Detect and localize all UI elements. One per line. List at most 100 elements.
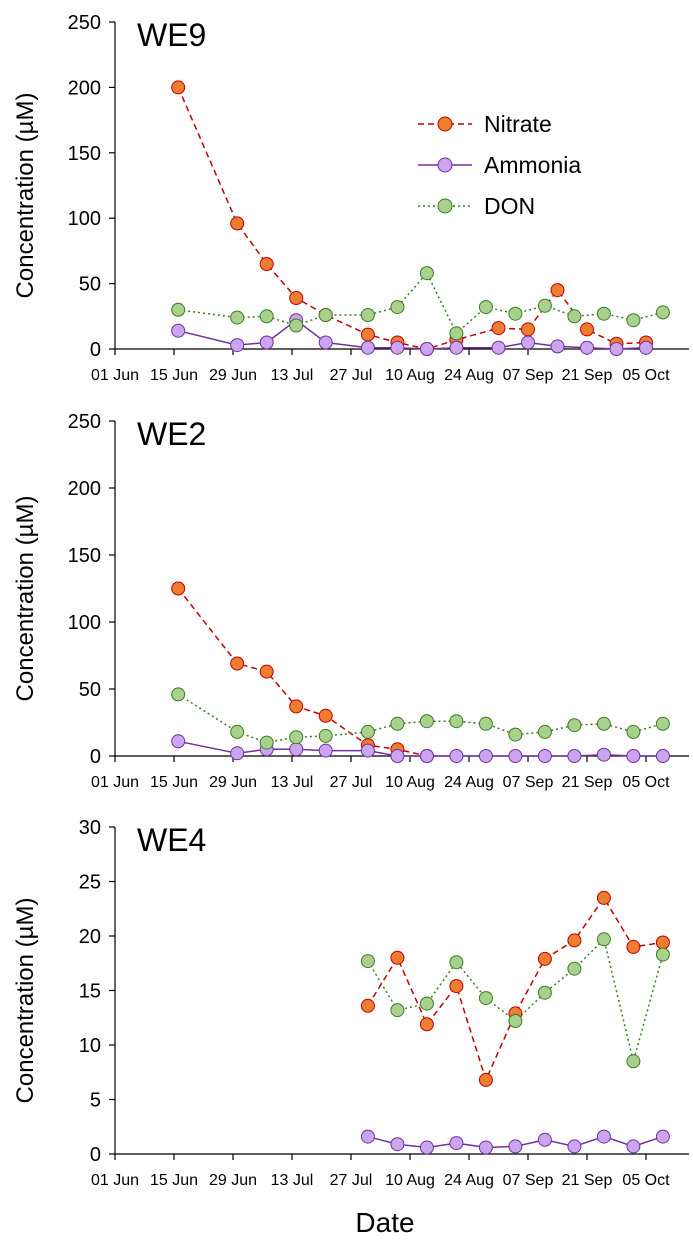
data-point-ammonia — [390, 749, 405, 763]
data-point-don — [419, 714, 434, 729]
data-point-ammonia — [449, 749, 464, 763]
chart-panel-WE9: 0 50 100 150 200 250 01 Jun 15 Jun 29 Jun 13 Jul 2… — [12, 12, 689, 384]
panel-title: WE2 — [137, 416, 206, 452]
data-point-ammonia — [360, 340, 375, 355]
data-point-ammonia — [521, 335, 535, 350]
series-line-don — [367, 937, 664, 1065]
data-point-don — [318, 728, 333, 743]
data-point-ammonia — [318, 335, 333, 350]
data-point-don — [360, 724, 375, 739]
x-tick-label: 10 Aug — [385, 367, 435, 384]
legend-marker-nitrate — [437, 116, 453, 132]
data-point-nitrate — [289, 291, 304, 305]
data-point-nitrate — [171, 80, 186, 95]
data-point-ammonia — [171, 323, 186, 338]
data-point-nitrate — [289, 699, 304, 714]
data-point-ammonia — [655, 1129, 670, 1144]
x-tick-label: 07 Sep — [503, 774, 554, 791]
data-point-don — [508, 1014, 523, 1028]
data-point-ammonia — [508, 749, 523, 763]
data-point-ammonia — [580, 340, 594, 355]
data-point-don — [537, 724, 552, 739]
x-tick-label: 27 Jul — [330, 367, 373, 384]
data-point-don — [449, 326, 464, 341]
data-point-ammonia — [360, 1129, 375, 1144]
data-point-ammonia — [508, 1139, 523, 1154]
y-tick-label: 15 — [79, 981, 101, 1003]
data-point-nitrate — [230, 216, 245, 231]
data-point-don — [567, 309, 582, 324]
data-point-don — [537, 298, 552, 313]
y-tick-label: 30 — [79, 817, 101, 839]
x-tick-label: 07 Sep — [503, 367, 554, 384]
data-point-don — [171, 302, 186, 317]
data-point-ammonia — [478, 1140, 493, 1155]
data-point-don — [626, 1054, 641, 1069]
chart-panel-WE4: 0 5 10 15 20 25 30 01 Jun 15 Jun 29 Jun 13 Jul 27 J… — [12, 817, 689, 1189]
data-point-ammonia — [609, 342, 624, 356]
x-tick-label: 29 Jun — [209, 1172, 257, 1189]
data-point-don — [449, 714, 464, 729]
y-tick-label: 20 — [79, 926, 101, 948]
data-point-ammonia — [230, 338, 245, 353]
x-tick-label: 27 Jul — [330, 1172, 373, 1189]
data-point-nitrate — [655, 935, 670, 950]
data-point-nitrate — [626, 939, 641, 954]
panel-title: WE4 — [137, 822, 206, 858]
y-tick-label: 5 — [90, 1090, 101, 1112]
legend-marker-don — [437, 198, 453, 214]
data-point-don — [259, 309, 274, 324]
data-point-don — [478, 300, 493, 315]
data-point-ammonia — [537, 1132, 552, 1147]
x-tick-label: 15 Jun — [150, 774, 198, 791]
data-point-ammonia — [419, 749, 434, 763]
data-point-don — [390, 300, 405, 315]
chart-panel-WE2: 0 50 100 150 200 250 01 Jun 15 Jun 29 Jun 13 Jul 2… — [12, 411, 689, 791]
x-tick-label: 21 Sep — [562, 774, 613, 791]
data-point-don — [655, 305, 670, 320]
x-tick-label: 07 Sep — [503, 1172, 554, 1189]
series-line-don — [177, 693, 664, 744]
data-point-don — [318, 308, 333, 322]
y-tick-label: 100 — [68, 612, 101, 634]
legend-label-nitrate: Nitrate — [484, 111, 552, 137]
x-tick-label: 10 Aug — [385, 1172, 435, 1189]
data-point-ammonia — [390, 1137, 405, 1152]
data-point-ammonia — [449, 1136, 464, 1151]
y-tick-label: 0 — [90, 339, 101, 361]
data-point-ammonia — [360, 743, 375, 758]
x-tick-label: 15 Jun — [150, 367, 198, 384]
y-tick-label: 0 — [90, 746, 101, 768]
data-point-don — [230, 310, 245, 325]
data-point-nitrate — [580, 322, 594, 337]
data-point-nitrate — [521, 322, 535, 337]
data-point-don — [508, 727, 523, 742]
data-point-don — [567, 961, 582, 976]
x-tick-label: 21 Sep — [562, 1172, 613, 1189]
y-tick-label: 250 — [68, 411, 101, 433]
y-tick-label: 200 — [68, 77, 101, 99]
data-point-nitrate — [259, 257, 274, 271]
data-point-ammonia — [596, 1129, 611, 1144]
data-point-ammonia — [318, 743, 333, 758]
x-tick-label: 29 Jun — [209, 774, 257, 791]
panel-title: WE9 — [137, 17, 206, 53]
x-tick-label: 01 Jun — [91, 367, 139, 384]
data-point-ammonia — [390, 340, 405, 355]
data-point-nitrate — [259, 664, 274, 679]
x-tick-label: 05 Oct — [622, 1172, 670, 1189]
data-point-ammonia — [259, 335, 274, 350]
data-point-don — [171, 687, 186, 702]
data-point-don — [230, 724, 245, 739]
y-tick-label: 100 — [68, 208, 101, 230]
data-point-don — [419, 266, 434, 281]
x-tick-label: 24 Aug — [444, 774, 494, 791]
data-point-nitrate — [478, 1072, 493, 1087]
data-point-nitrate — [449, 979, 464, 994]
data-point-don — [596, 306, 611, 321]
x-tick-label: 27 Jul — [330, 774, 373, 791]
legend-label-don: DON — [484, 193, 535, 219]
series-line-nitrate — [177, 588, 428, 757]
